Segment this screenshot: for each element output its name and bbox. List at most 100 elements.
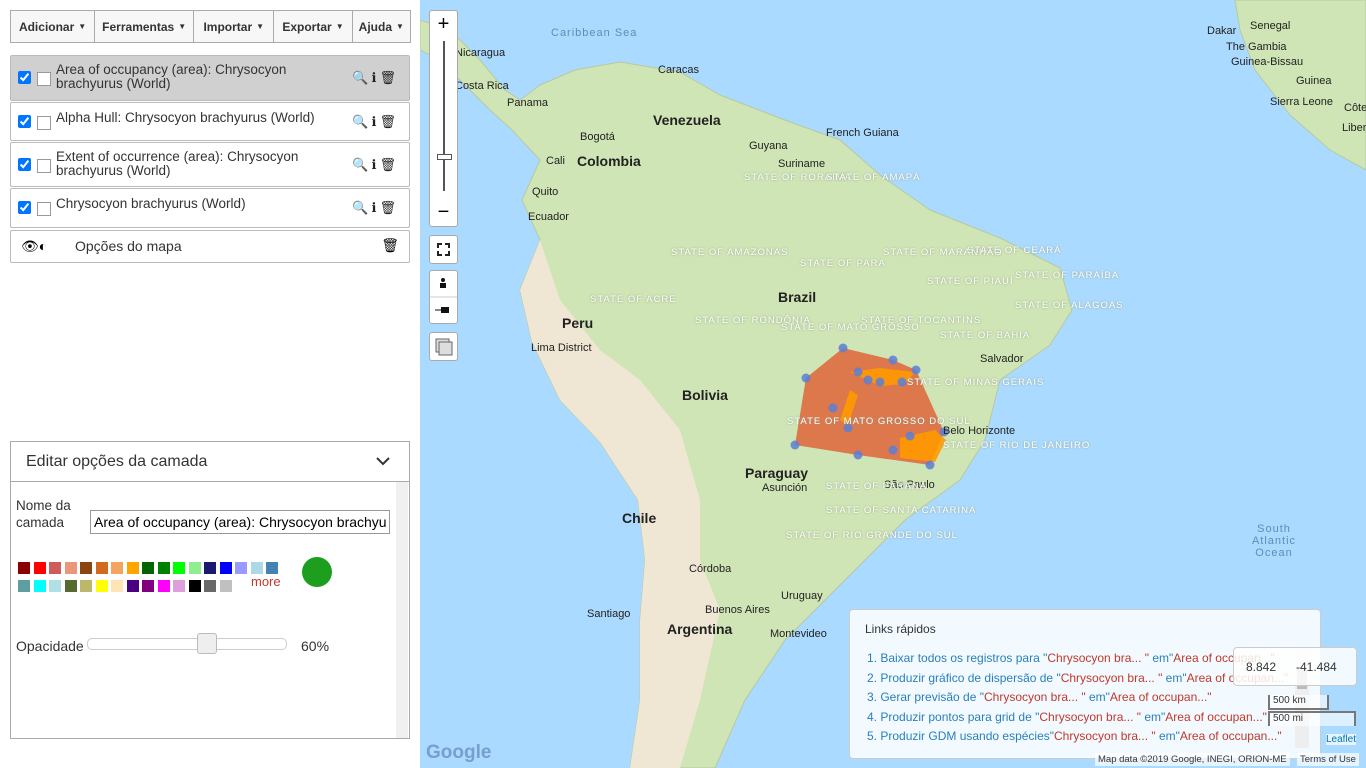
quick-links-title: Links rápidos — [865, 622, 936, 636]
layer-checkbox[interactable] — [18, 157, 31, 171]
link-layer: Area of occupan..." — [1165, 709, 1267, 724]
menu-button[interactable]: Ferramentas ▼ — [95, 11, 195, 42]
color-swatch[interactable] — [49, 580, 61, 592]
terms-link[interactable]: Terms of Use — [1297, 753, 1359, 766]
color-swatch[interactable] — [64, 562, 77, 574]
link-species: Chrysocyon bra... " — [1047, 651, 1149, 665]
layer-tools[interactable]: 🔍ℹ🗑 — [352, 200, 399, 215]
color-swatch[interactable] — [173, 562, 185, 574]
color-swatch[interactable] — [49, 562, 61, 574]
menu-button[interactable]: Exportar ▼ — [274, 11, 353, 42]
google-logo: Google — [426, 742, 492, 763]
layer-tools[interactable]: 🔍ℹ🗑 — [352, 156, 399, 172]
occurrence-point — [875, 377, 885, 387]
menu-button[interactable]: Importar ▼ — [194, 11, 275, 42]
color-swatch[interactable] — [33, 580, 46, 592]
quick-link[interactable]: 2. Produzir gráfico de dispersão de "Chr… — [867, 671, 1288, 685]
map-label: Lima District — [531, 342, 592, 354]
color-swatch[interactable] — [95, 580, 108, 592]
dropdown-caret: ▼ — [78, 22, 87, 31]
color-swatch[interactable] — [142, 580, 154, 592]
map-label: Chile — [622, 510, 657, 526]
color-swatch[interactable] — [219, 580, 232, 592]
edit-panel-title: Editar opções da camada — [26, 453, 208, 470]
color-swatch[interactable] — [204, 580, 216, 592]
layer-name-input[interactable] — [90, 510, 390, 534]
delete-icon[interactable]: 🗑 — [381, 237, 399, 253]
layer-name: Alpha Hull: Chrysocyon brachyurus (World… — [56, 110, 315, 125]
link-layer: Area of occupan..." — [1109, 690, 1212, 704]
color-swatch[interactable] — [18, 580, 30, 592]
map-label: Quito — [532, 186, 559, 198]
scrollbar[interactable] — [396, 482, 408, 738]
color-swatch[interactable] — [18, 562, 30, 574]
menu-button[interactable]: Adicionar ▼ — [11, 11, 96, 42]
draw-icons — [430, 278, 457, 313]
map-label: Colombia — [577, 153, 641, 169]
layer-checkbox[interactable] — [18, 114, 31, 128]
link-mid: em" — [1149, 651, 1174, 665]
color-swatch[interactable] — [204, 562, 216, 574]
map-options-row[interactable]: 👁◐ Opções do mapa 🗑 — [10, 230, 410, 263]
color-swatch[interactable] — [126, 562, 139, 574]
selected-color[interactable] — [302, 557, 332, 587]
quick-link[interactable]: 1. Baixar todos os registros para "Chrys… — [867, 651, 1275, 665]
layer-tools[interactable]: 🔍ℹ🗑 — [352, 113, 399, 129]
layer-checkbox[interactable] — [18, 71, 31, 84]
map-label: Asunción — [762, 482, 808, 494]
occurrence-point — [888, 445, 898, 455]
layer-row[interactable]: Chrysocyon brachyurus (World) 🔍ℹ🗑 — [10, 188, 410, 228]
color-swatch[interactable] — [157, 580, 170, 592]
color-swatch[interactable] — [173, 580, 185, 592]
color-swatch[interactable] — [111, 580, 123, 592]
link-lead: 1. Baixar todos os registros para " — [867, 651, 1048, 665]
zoom-slider[interactable] — [443, 41, 445, 191]
occurrence-point — [905, 431, 915, 441]
layer-row[interactable]: Area of occupancy (area): Chrysocyon bra… — [10, 55, 410, 101]
edit-panel-header[interactable]: Editar opções da camada — [11, 442, 409, 482]
color-swatch[interactable] — [33, 562, 46, 574]
link-mid: em" — [1141, 709, 1166, 724]
color-swatch[interactable] — [250, 562, 263, 574]
zoom-out[interactable]: − — [437, 201, 450, 223]
color-swatch[interactable] — [126, 580, 139, 592]
layer-tools[interactable]: 🔍ℹ🗑 — [352, 70, 399, 85]
fullscreen-button[interactable] — [429, 235, 458, 264]
map-label: Sierra Leone — [1270, 96, 1333, 108]
map-label: Liberia — [1342, 122, 1366, 134]
visibility-icons[interactable]: 👁◐ — [21, 238, 48, 254]
color-swatch[interactable] — [219, 562, 232, 574]
map[interactable]: Caribbean Sea Nicaragua Costa Rica Panama Ca… — [420, 0, 1366, 768]
layer-checkbox[interactable] — [18, 201, 31, 214]
zoom-in[interactable]: + — [437, 13, 450, 35]
color-swatch[interactable] — [142, 562, 154, 574]
color-swatch[interactable] — [188, 580, 201, 592]
draw-controls[interactable] — [429, 270, 458, 324]
quick-link[interactable]: 4. Produzir pontos para grid de "Chrysoc… — [867, 710, 1267, 724]
map-label: STATE OF MATO GROSSO — [781, 322, 920, 333]
opacity-value: 60% — [301, 638, 330, 654]
layers-button[interactable] — [429, 332, 458, 361]
color-swatch[interactable] — [80, 562, 92, 574]
layer-row[interactable]: Alpha Hull: Chrysocyon brachyurus (World… — [10, 102, 410, 141]
color-swatch[interactable] — [95, 562, 108, 574]
map-label: Panama — [507, 97, 548, 109]
more-link[interactable]: more — [251, 574, 281, 589]
color-swatch[interactable] — [188, 562, 201, 574]
layer-row[interactable]: Extent of occurrence (area): Chrysocyon … — [10, 142, 410, 187]
color-swatch[interactable] — [266, 562, 278, 574]
color-swatch[interactable] — [64, 580, 77, 592]
quick-link[interactable]: 5. Produzir GDM usando espécies"Chrysocy… — [867, 729, 1282, 743]
color-swatch[interactable] — [80, 580, 92, 592]
link-mid: em" — [1085, 690, 1110, 704]
leaflet-link[interactable]: Leaflet — [1326, 734, 1357, 745]
color-swatch[interactable] — [111, 562, 123, 574]
map-label: Ecuador — [528, 211, 569, 223]
menu-button[interactable]: Ajuda ▼ — [353, 11, 410, 42]
zoom-handle[interactable] — [437, 154, 452, 160]
opacity-handle[interactable] — [197, 633, 217, 654]
quick-link[interactable]: 3. Gerar previsão de "Chrysocyon bra... … — [867, 690, 1212, 704]
fullscreen-icon — [437, 243, 450, 256]
color-swatch[interactable] — [235, 562, 247, 574]
color-swatch[interactable] — [157, 562, 170, 574]
